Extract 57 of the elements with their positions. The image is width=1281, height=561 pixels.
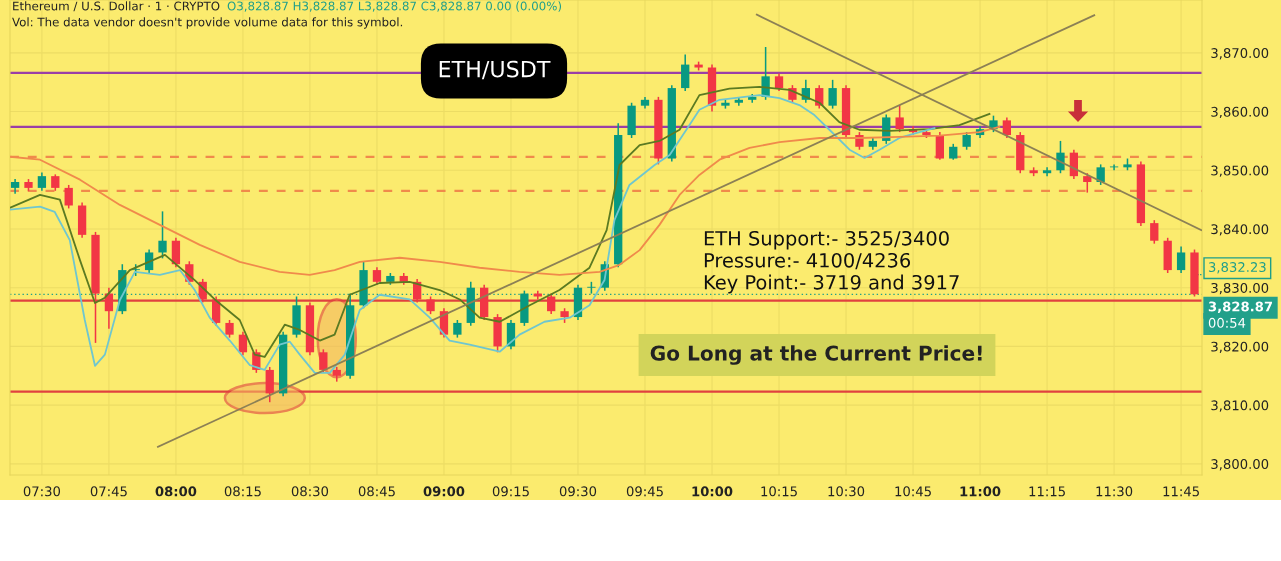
x-tick-label: 10:30 — [828, 486, 865, 497]
x-tick-label: 08:30 — [291, 486, 329, 497]
candlestick — [681, 53, 690, 92]
x-tick-label: 07:45 — [90, 486, 127, 497]
x-tick-label: 11:15 — [1029, 486, 1065, 497]
annotation: Pressure:- 4100/4236 — [704, 252, 911, 270]
candlestick — [319, 348, 328, 374]
candlestick — [171, 237, 181, 268]
annotation: Vol: The data vendor doesn't provide volume data for this symbol. — [12, 17, 403, 29]
candlestick — [547, 292, 556, 315]
candlestick — [265, 366, 274, 403]
y-tick-label: 3,800.00 — [1211, 459, 1269, 471]
candlestick — [158, 210, 167, 260]
candlestick — [1109, 163, 1119, 172]
ref-line-label: 3,828.87 — [1208, 301, 1273, 314]
candlestick — [238, 330, 248, 356]
candlestick — [935, 131, 945, 161]
annotation: ETH/USDT — [439, 60, 551, 80]
y-tick-label: 3,840.00 — [1211, 224, 1269, 236]
x-tick-label: 09:45 — [626, 486, 663, 497]
candlestick — [1042, 166, 1052, 177]
candlestick — [895, 104, 904, 133]
candlestick — [828, 79, 837, 110]
y-tick-label: 3,850.00 — [1211, 165, 1269, 177]
x-tick-label: 10:45 — [895, 486, 931, 497]
candlestick — [1176, 245, 1186, 274]
annotation: Ethereum / U.S. Dollar · 1 · CRYPTO — [13, 1, 220, 12]
y-tick-label: 3,810.00 — [1211, 400, 1269, 412]
y-tick-label: 3,870.00 — [1211, 48, 1269, 60]
x-tick-label: 10:15 — [761, 486, 797, 497]
y-tick-label: 3,860.00 — [1211, 106, 1269, 119]
annotation: Go Long at the Current Price! — [650, 345, 982, 365]
y-tick-label: 3,820.00 — [1211, 341, 1269, 353]
candlestick — [1056, 140, 1065, 174]
annotation: 3,832.23 — [1208, 262, 1266, 274]
x-tick-label: 08:45 — [358, 486, 395, 497]
y-tick-label: 3,830.00 — [1211, 282, 1269, 295]
x-tick-label: 09:00 — [423, 486, 465, 497]
x-tick-label: 11:30 — [1096, 486, 1133, 497]
annotation: ETH Support:- 3525/3400 — [704, 230, 949, 250]
x-tick-label: 11:45 — [1163, 486, 1199, 497]
x-tick-label: 08:00 — [155, 486, 197, 497]
annotation: O3,828.87 H3,828.87 L3,828.87 C3,828.87 0.00 (0.00%) — [227, 1, 562, 12]
candlestick — [1002, 116, 1012, 139]
candlestick — [1083, 172, 1092, 194]
annotation: Key Point:- 3719 and 3917 — [704, 274, 959, 294]
text: 00:54 — [1208, 317, 1246, 328]
x-tick-label: 08:15 — [224, 486, 261, 497]
candlestick — [1150, 219, 1159, 245]
candlestick — [37, 171, 47, 192]
x-tick-label: 07:30 — [23, 486, 61, 497]
x-tick-label: 09:15 — [492, 486, 529, 497]
x-tick-label: 10:00 — [692, 486, 733, 497]
x-tick-label: 11:00 — [960, 486, 1001, 497]
candlestick — [1096, 163, 1105, 186]
x-tick-label: 09:30 — [559, 486, 597, 497]
candlestick — [64, 184, 73, 210]
